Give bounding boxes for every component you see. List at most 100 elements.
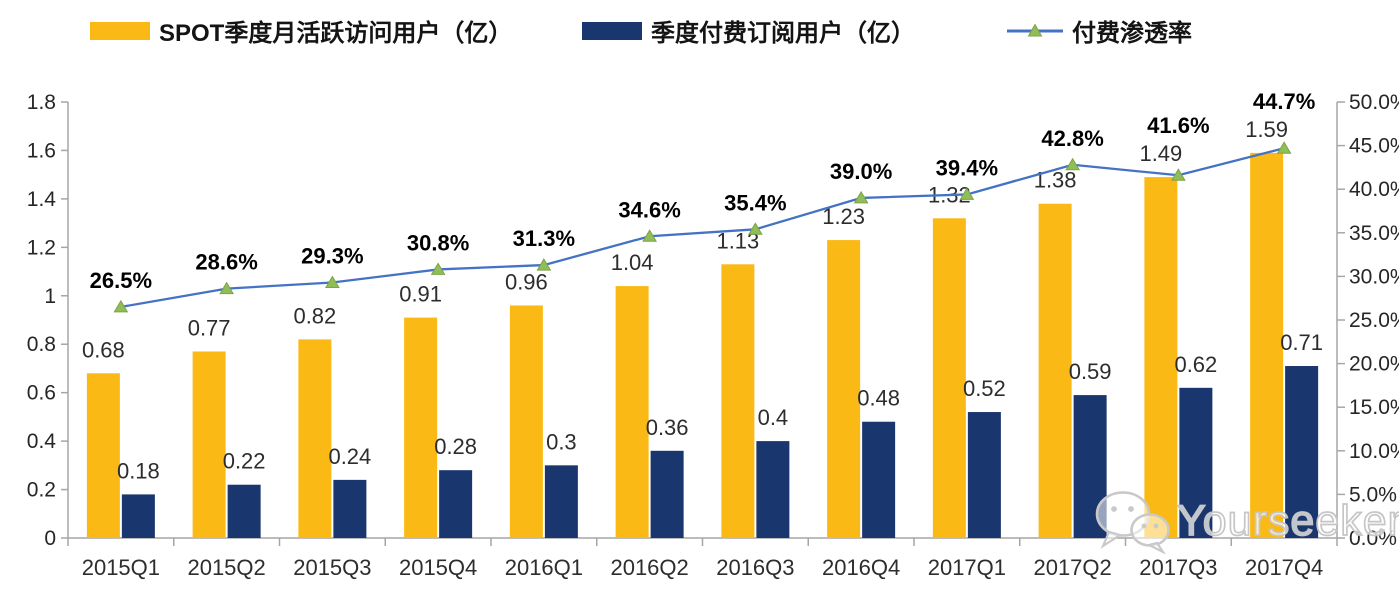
bar-mau [1038, 203, 1072, 538]
bar-label-mau: 1.59 [1245, 117, 1288, 142]
penetration-marker [747, 222, 763, 235]
bar-mau [932, 218, 966, 538]
legend-item-penetration: 付费渗透率 [1007, 13, 1192, 48]
bar-mau [827, 240, 861, 539]
bar-mau [1250, 152, 1284, 538]
right-axis-tick-label: 5.0% [1349, 483, 1397, 506]
left-axis-tick-label: 0.6 [27, 382, 56, 405]
right-axis-tick-label: 35.0% [1349, 222, 1399, 245]
bar-subscribers [544, 465, 578, 538]
bar-mau [1144, 177, 1178, 539]
bar-subscribers [1073, 395, 1107, 538]
bar-subscribers [333, 479, 367, 538]
legend-label-penetration: 付费渗透率 [1072, 20, 1192, 47]
legend-swatch-subscribers [582, 21, 642, 40]
penetration-marker [853, 190, 869, 204]
bar-label-subscribers: 0.36 [646, 415, 689, 440]
bar-mau [86, 373, 120, 538]
right-axis-tick-label: 25.0% [1349, 309, 1399, 332]
bar-label-mau: 1.38 [1034, 168, 1077, 193]
left-axis-tick-label: 1.2 [27, 236, 56, 259]
bar-subscribers [756, 441, 790, 538]
legend-label-subscribers: 季度付费订阅用户（亿） [651, 20, 915, 47]
penetration-marker [959, 187, 975, 200]
bar-label-subscribers: 0.48 [857, 386, 900, 411]
bar-mau [721, 264, 755, 538]
penetration-label: 39.0% [830, 159, 892, 184]
left-axis-tick-label: 0.4 [27, 430, 57, 453]
legend-label-mau: SPOT季度月活跃访问用户（亿） [159, 20, 513, 47]
right-axis-tick-label: 15.0% [1349, 396, 1399, 419]
x-axis-label: 2015Q4 [399, 555, 477, 580]
bar-label-subscribers: 0.59 [1069, 359, 1112, 384]
penetration-marker [219, 281, 235, 295]
penetration-marker [324, 275, 340, 289]
penetration-label: 31.3% [513, 226, 575, 251]
right-axis-tick-label: 30.0% [1349, 265, 1399, 288]
bar-label-subscribers: 0.18 [117, 458, 160, 483]
bar-label-mau: 1.49 [1139, 141, 1182, 166]
right-axis-tick-label: 10.0% [1349, 440, 1399, 463]
bar-label-subscribers: 0.4 [758, 405, 789, 430]
penetration-line [120, 147, 1285, 309]
left-axis-tick-label: 1.6 [27, 139, 56, 162]
bar-label-subscribers: 0.3 [546, 429, 577, 454]
bar-label-mau: 1.04 [611, 250, 654, 275]
bar-label-mau: 0.91 [399, 282, 442, 307]
x-axis-label: 2017Q2 [1033, 555, 1111, 580]
bar-subscribers [1285, 366, 1319, 538]
left-axis-tick-label: 0.8 [27, 333, 56, 356]
right-axis-tick-label: 45.0% [1349, 135, 1399, 158]
penetration-marker [1065, 157, 1081, 171]
x-axis-label: 2017Q4 [1245, 555, 1323, 580]
penetration-label: 35.4% [724, 190, 786, 215]
bar-subscribers [967, 412, 1001, 538]
penetration-label: 34.6% [618, 197, 680, 222]
bar-subscribers [121, 494, 155, 538]
bar-mau [298, 339, 332, 538]
left-axis-tick-label: 0 [44, 527, 56, 550]
right-axis-tick-label: 0.0% [1349, 527, 1397, 550]
left-axis-tick-label: 0.2 [27, 479, 56, 502]
bar-label-subscribers: 0.24 [328, 444, 371, 469]
bar-label-subscribers: 0.71 [1280, 330, 1323, 355]
right-axis-tick-label: 50.0% [1349, 91, 1399, 114]
bar-subscribers [227, 484, 261, 538]
x-axis-label: 2017Q3 [1139, 555, 1217, 580]
left-axis-tick-label: 1.8 [27, 91, 56, 114]
right-axis-tick-label: 40.0% [1349, 178, 1399, 201]
bar-mau [615, 286, 649, 538]
penetration-label: 41.6% [1147, 113, 1209, 138]
bar-label-mau: 0.68 [82, 337, 125, 362]
penetration-label: 28.6% [195, 250, 257, 275]
bar-mau [404, 317, 438, 538]
bar-mau [192, 351, 226, 538]
x-axis-label: 2016Q1 [505, 555, 583, 580]
bar-label-mau: 0.96 [505, 269, 548, 294]
bar-label-subscribers: 0.62 [1174, 352, 1217, 377]
legend-item-subscribers: 季度付费订阅用户（亿） [582, 13, 915, 48]
bar-subscribers [1179, 387, 1213, 538]
bar-subscribers [650, 450, 684, 538]
x-axis-label: 2015Q2 [187, 555, 265, 580]
penetration-marker [642, 229, 658, 242]
x-axis-label: 2015Q1 [82, 555, 160, 580]
x-axis-label: 2016Q2 [610, 555, 688, 580]
bar-subscribers [439, 470, 473, 538]
bar-mau [509, 305, 543, 538]
penetration-label: 39.4% [936, 155, 998, 180]
bar-label-mau: 0.77 [188, 315, 231, 340]
bar-label-subscribers: 0.52 [963, 376, 1006, 401]
penetration-label: 44.7% [1253, 89, 1315, 114]
bar-label-mau: 0.82 [293, 303, 336, 328]
bar-label-subscribers: 0.28 [434, 434, 477, 459]
x-axis-label: 2015Q3 [293, 555, 371, 580]
x-axis-label: 2017Q1 [928, 555, 1006, 580]
penetration-marker [536, 258, 552, 271]
left-axis-tick-label: 1.4 [27, 188, 57, 211]
penetration-label: 42.8% [1041, 126, 1103, 151]
legend-item-mau: SPOT季度月活跃访问用户（亿） [90, 13, 512, 48]
legend-line-marker-icon [1007, 22, 1063, 36]
